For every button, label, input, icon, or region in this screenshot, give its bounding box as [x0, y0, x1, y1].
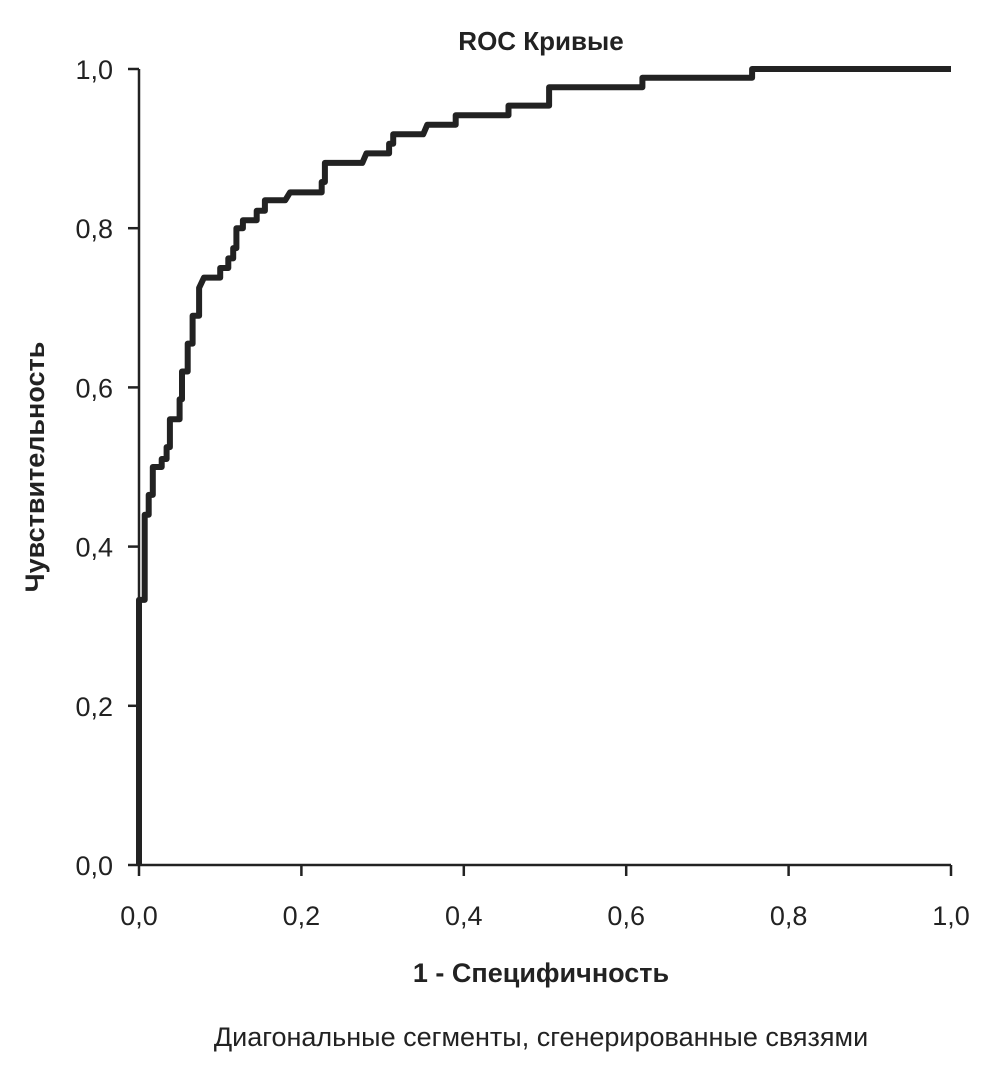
y-tick-label: 0,4: [75, 533, 113, 563]
x-tick-label: 0,8: [770, 901, 808, 931]
x-axis-title: 1 - Специфичность: [413, 958, 669, 988]
y-tick-label: 0,2: [75, 692, 113, 722]
y-tick-label: 0,6: [75, 373, 113, 403]
plot-area: [136, 66, 951, 865]
roc-curve-line: [136, 66, 951, 865]
x-tick-label: 0,6: [607, 901, 645, 931]
x-tick-label: 1,0: [932, 901, 970, 931]
x-tick-label: 0,4: [445, 901, 483, 931]
y-tick-label: 0,8: [75, 214, 113, 244]
axes: 0,0 0,2 0,4 0,6 0,8 1,0 0,0 0,2 0,4 0,6 0,8 1,0: [75, 55, 969, 931]
footnote: Диагональные сегменты, сгенерированные с…: [214, 1022, 868, 1052]
y-tick-label: 1,0: [75, 55, 113, 85]
x-tick-label: 0,2: [283, 901, 321, 931]
y-tick-label: 0,0: [75, 851, 113, 881]
y-axis-title: Чувствительность: [20, 342, 50, 593]
chart-title: ROC Кривые: [458, 26, 623, 56]
x-tick-label: 0,0: [120, 901, 158, 931]
